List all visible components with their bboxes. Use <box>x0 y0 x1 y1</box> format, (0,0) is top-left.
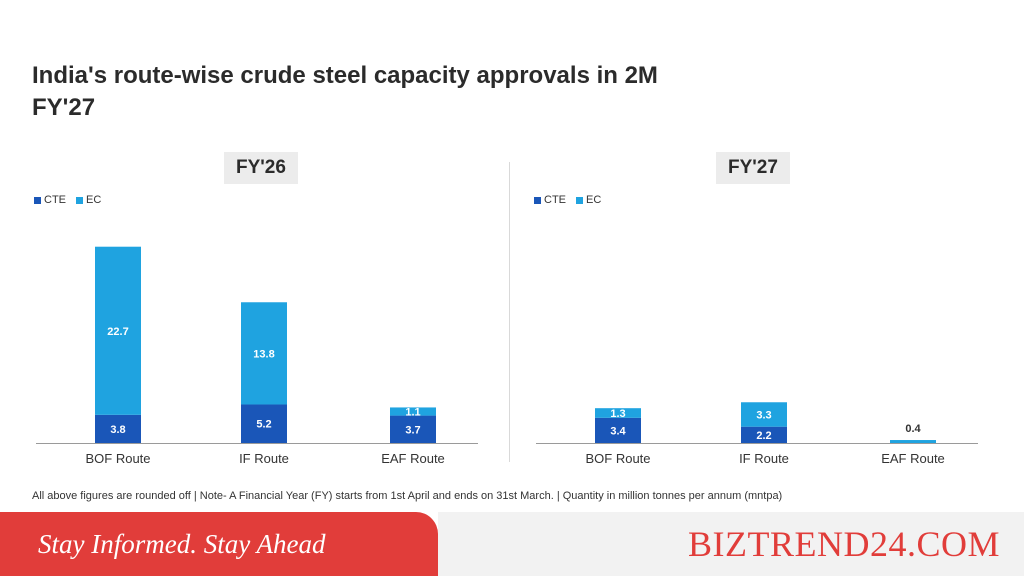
x-tick-label-2: EAF Route <box>881 451 945 466</box>
bar-cte-2 <box>390 415 436 443</box>
x-tick-label-1: IF Route <box>239 451 289 466</box>
legend-label-ec: EC <box>586 194 602 206</box>
bar-cte-0 <box>95 414 141 443</box>
x-tick-label-2: EAF Route <box>381 451 445 466</box>
legend-label-cte: CTE <box>44 194 66 206</box>
data-label-cte-2: 3.7 <box>405 424 420 436</box>
data-label-ec-0: 22.7 <box>107 326 128 338</box>
brand-banner[interactable]: BIZTREND24.COM <box>438 512 1024 576</box>
legend-label-cte: CTE <box>544 194 566 206</box>
bar-cte-1 <box>741 426 787 443</box>
bar-ec-0 <box>595 408 641 418</box>
tagline-text: Stay Informed. Stay Ahead <box>38 528 326 559</box>
bar-ec-2 <box>890 440 936 443</box>
brand-logo-text[interactable]: BIZTREND24.COM <box>688 524 1000 564</box>
legend: CTE EC <box>534 194 601 206</box>
legend-item-cte: CTE <box>534 194 566 206</box>
data-label-cte-0: 3.4 <box>610 425 626 437</box>
footnote: All above figures are rounded off | Note… <box>32 490 783 502</box>
x-tick-label-0: BOF Route <box>85 451 150 466</box>
legend-label-ec: EC <box>86 194 102 206</box>
legend-swatch-cte <box>534 196 541 204</box>
legend-item-ec: EC <box>76 194 101 206</box>
data-label-cte-1: 2.2 <box>756 430 771 442</box>
bar-cte-0 <box>595 417 641 443</box>
panel-title: FY'26 <box>224 152 298 184</box>
chart-title: India's route-wise crude steel capacity … <box>32 62 658 121</box>
data-label-cte-1: 5.2 <box>256 419 271 431</box>
legend-item-cte: CTE <box>34 194 66 206</box>
data-label-ec-0: 1.3 <box>610 408 625 420</box>
legend-swatch-ec <box>576 196 583 204</box>
bar-ec-0 <box>95 246 141 415</box>
legend-item-ec: EC <box>576 194 601 206</box>
panel-title: FY'27 <box>716 152 790 184</box>
bar-chart-fy26: 3.8 22.7 BOF Route 5.2 13.8 IF Route 3.7 1.1 EAF… <box>36 246 478 466</box>
data-label-ec-2: 1.1 <box>405 407 420 419</box>
chart-panel-fy26: FY'26 CTE EC 3.8 22.7 BOF Route 5.2 13.8 IF R… <box>30 150 510 480</box>
bar-cte-1 <box>241 404 287 443</box>
tagline-banner: Stay Informed. Stay Ahead <box>0 512 438 576</box>
legend: CTE EC <box>34 194 101 206</box>
bar-ec-1 <box>241 302 287 405</box>
data-label-ec-2: 0.4 <box>905 423 921 435</box>
bar-ec-2 <box>390 407 436 416</box>
bar-ec-1 <box>741 402 787 427</box>
bar-chart-fy27: 3.4 1.3 BOF Route 2.2 3.3 IF Route 0.4 EAF Rout… <box>536 402 978 466</box>
x-tick-label-0: BOF Route <box>585 451 650 466</box>
x-tick-label-1: IF Route <box>739 451 789 466</box>
data-label-cte-0: 3.8 <box>110 424 125 436</box>
panel-divider <box>509 162 510 462</box>
chart-panel-fy27: FY'27 CTE EC 3.4 1.3 BOF Route 2.2 3.3 IF Rou… <box>530 150 1010 480</box>
legend-swatch-ec <box>76 196 83 204</box>
legend-swatch-cte <box>34 196 41 204</box>
data-label-ec-1: 13.8 <box>253 348 274 360</box>
data-label-ec-1: 3.3 <box>756 409 771 421</box>
